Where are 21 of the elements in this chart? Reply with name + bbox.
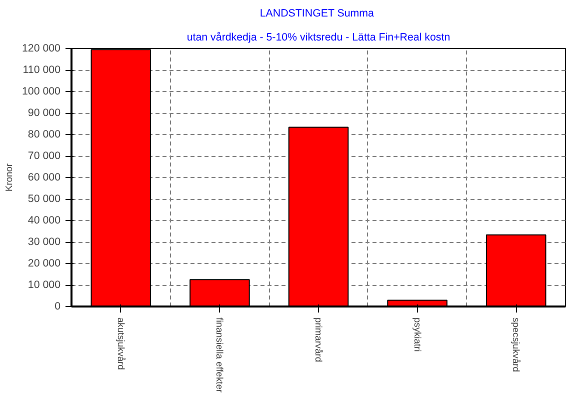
- y-tick-label: 30 000: [28, 236, 61, 248]
- y-tick-label: 120 000: [22, 42, 61, 54]
- y-tick-label: 0: [54, 300, 61, 312]
- x-tick-label: akutsjukvård: [116, 318, 126, 370]
- y-tick-label: 100 000: [22, 86, 61, 98]
- y-tick-label: 80 000: [28, 128, 61, 140]
- y-tick-label: 70 000: [28, 150, 61, 162]
- y-tick-label: 60 000: [28, 172, 61, 184]
- x-tick-label: psykiatri: [412, 318, 422, 352]
- x-tick-label: specsjukvård: [511, 318, 522, 372]
- y-tick-label: 10 000: [28, 279, 61, 291]
- y-tick-label: 40 000: [28, 214, 61, 226]
- y-tick-label: 110 000: [22, 64, 61, 76]
- chart-subtitle: utan vårdkedja - 5-10% viktsredu - Lätta Fin+Real kostn: [186, 32, 450, 44]
- x-tick-label: finansiella effekter: [214, 318, 225, 393]
- y-axis-title: Kronor: [4, 164, 14, 192]
- y-tick-label: 50 000: [28, 193, 61, 205]
- y-tick-label: 90 000: [28, 107, 61, 119]
- chart-title: LANDSTINGET Summa: [260, 8, 374, 20]
- y-tick-label: 20 000: [28, 258, 61, 270]
- x-tick-label: primarvård: [314, 318, 324, 362]
